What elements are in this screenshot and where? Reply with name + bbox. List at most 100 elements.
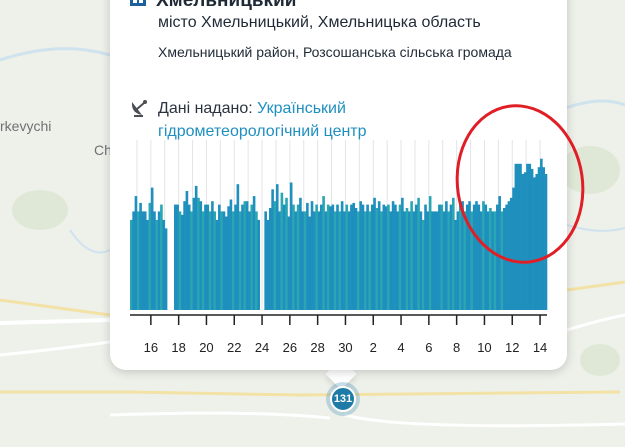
chart-bar[interactable] xyxy=(282,204,286,310)
chart-bar[interactable] xyxy=(241,204,244,310)
chart-bar[interactable] xyxy=(380,211,383,310)
chart-bar[interactable] xyxy=(292,204,295,310)
chart-bar[interactable] xyxy=(192,197,196,310)
chart-bar[interactable] xyxy=(333,211,337,310)
chart-bar[interactable] xyxy=(489,208,492,310)
map-cluster-marker[interactable]: 131 xyxy=(326,382,360,416)
chart-bar[interactable] xyxy=(461,201,464,310)
chart-bar[interactable] xyxy=(257,219,261,310)
chart-bar[interactable] xyxy=(224,216,228,311)
chart-bar[interactable] xyxy=(178,211,182,310)
chart-bar[interactable] xyxy=(540,158,543,310)
chart-bar[interactable] xyxy=(475,201,478,310)
chart-bar[interactable] xyxy=(252,196,256,310)
chart-bar[interactable] xyxy=(424,204,427,310)
chart-bar[interactable] xyxy=(456,211,460,310)
chart-bar[interactable] xyxy=(208,211,212,310)
chart-bar[interactable] xyxy=(375,208,379,310)
chart-bar[interactable] xyxy=(324,211,328,310)
chart-bar[interactable] xyxy=(521,174,525,310)
chart-bar[interactable] xyxy=(174,204,177,310)
chart-bar[interactable] xyxy=(412,211,416,310)
chart-bar[interactable] xyxy=(447,211,450,310)
chart-bar[interactable] xyxy=(491,211,495,310)
chart-bar[interactable] xyxy=(389,211,393,310)
chart-bar[interactable] xyxy=(458,204,462,310)
chart-bar[interactable] xyxy=(396,211,400,310)
chart-bar[interactable] xyxy=(294,211,298,310)
chart-bar[interactable] xyxy=(303,211,307,310)
chart-bar[interactable] xyxy=(180,214,184,310)
chart-bar[interactable] xyxy=(535,174,539,310)
chart-bar[interactable] xyxy=(507,201,511,310)
chart-bar[interactable] xyxy=(359,201,362,310)
chart-bar[interactable] xyxy=(229,199,233,311)
chart-bar[interactable] xyxy=(319,204,323,310)
chart-bar[interactable] xyxy=(313,211,316,310)
chart-bar[interactable] xyxy=(426,211,430,310)
chart-bar[interactable] xyxy=(479,211,483,310)
chart-bar[interactable] xyxy=(433,211,437,310)
chart-bar[interactable] xyxy=(403,211,406,310)
chart-bar[interactable] xyxy=(132,211,135,310)
chart-bar[interactable] xyxy=(449,204,453,310)
chart-bar[interactable] xyxy=(454,219,457,310)
chart-bar[interactable] xyxy=(164,228,168,310)
chart-bar[interactable] xyxy=(222,211,226,310)
chart-bar[interactable] xyxy=(201,211,205,310)
chart-bar[interactable] xyxy=(310,201,314,310)
chart-bar[interactable] xyxy=(206,204,210,310)
chart-bar[interactable] xyxy=(354,208,358,310)
chart-bar[interactable] xyxy=(391,201,395,310)
chart-bar[interactable] xyxy=(414,204,418,310)
chart-bar[interactable] xyxy=(176,204,179,310)
chart-bar[interactable] xyxy=(512,187,515,310)
chart-bar[interactable] xyxy=(234,204,237,310)
chart-bar[interactable] xyxy=(287,216,291,311)
chart-bar[interactable] xyxy=(280,192,284,310)
chart-bar[interactable] xyxy=(509,197,513,310)
chart-bar[interactable] xyxy=(477,204,481,310)
chart-bar[interactable] xyxy=(405,208,409,310)
chart-bar[interactable] xyxy=(136,211,140,310)
chart-bar[interactable] xyxy=(301,211,305,310)
chart-bar[interactable] xyxy=(308,216,311,311)
chart-bar[interactable] xyxy=(183,201,186,310)
chart-bar[interactable] xyxy=(428,196,432,310)
chart-bar[interactable] xyxy=(343,211,346,310)
chart-bar[interactable] xyxy=(329,206,332,310)
chart-bar[interactable] xyxy=(435,211,439,310)
chart-bar[interactable] xyxy=(194,185,198,310)
chart-bar[interactable] xyxy=(227,206,230,310)
chart-bar[interactable] xyxy=(394,204,397,310)
chart-bar[interactable] xyxy=(218,204,221,310)
chart-bar[interactable] xyxy=(269,208,272,310)
chart-bar[interactable] xyxy=(363,211,367,310)
chart-bar[interactable] xyxy=(143,211,147,310)
chart-bar[interactable] xyxy=(387,204,390,310)
chart-bar[interactable] xyxy=(502,208,506,310)
chart-bar[interactable] xyxy=(278,211,281,310)
chart-bar[interactable] xyxy=(484,204,488,310)
chart-bar[interactable] xyxy=(306,202,309,310)
chart-bar[interactable] xyxy=(465,204,469,310)
chart-bar[interactable] xyxy=(266,219,270,310)
chart-bar[interactable] xyxy=(442,211,446,310)
chart-bar[interactable] xyxy=(347,211,351,310)
chart-bar[interactable] xyxy=(542,167,545,310)
chart-bar[interactable] xyxy=(526,163,529,310)
chart-bar[interactable] xyxy=(544,174,548,310)
chart-bar[interactable] xyxy=(238,211,242,310)
chart-bar[interactable] xyxy=(215,219,219,310)
chart-bar[interactable] xyxy=(373,197,376,310)
chart-bar[interactable] xyxy=(245,201,249,310)
chart-bar[interactable] xyxy=(438,204,441,310)
chart-bar[interactable] xyxy=(162,219,166,310)
chart-bar[interactable] xyxy=(211,201,214,310)
chart-bar[interactable] xyxy=(299,197,302,310)
chart-bar[interactable] xyxy=(452,197,455,310)
chart-bar[interactable] xyxy=(153,211,156,310)
chart-bar[interactable] xyxy=(357,211,360,310)
chart-bar[interactable] xyxy=(361,204,365,310)
chart-bar[interactable] xyxy=(398,204,402,310)
